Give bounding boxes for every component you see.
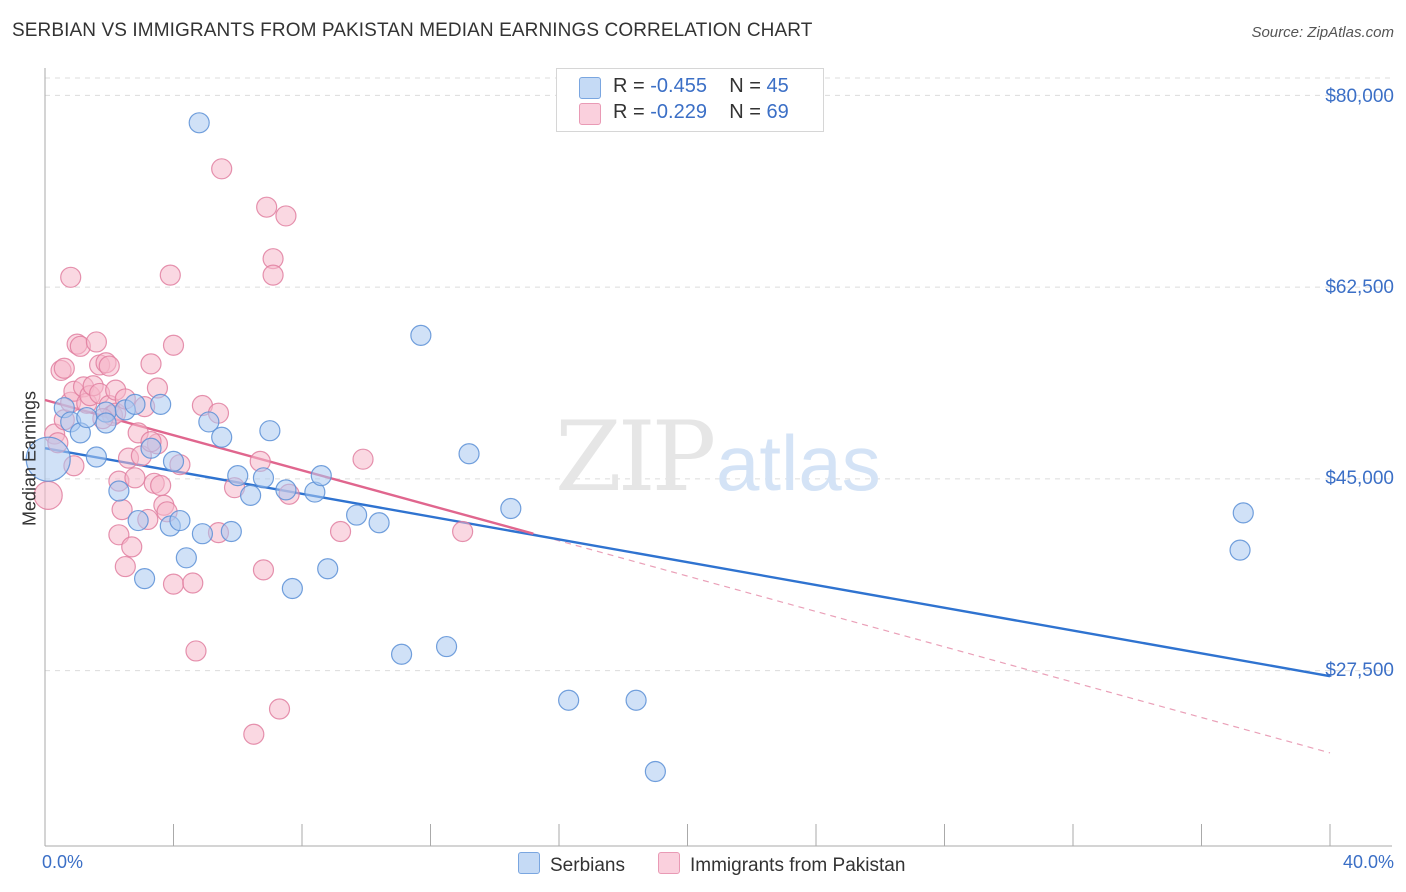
data-point (275, 205, 297, 227)
data-point (127, 509, 149, 532)
legend-n-label: N = (729, 75, 767, 97)
watermark-zip: ZIP (555, 401, 714, 513)
data-point (500, 497, 522, 520)
data-point (140, 353, 162, 375)
data-point (317, 558, 339, 580)
data-point (352, 448, 374, 470)
data-point (558, 689, 580, 711)
legend-n-value: 45 (766, 75, 789, 97)
data-point (124, 393, 146, 416)
data-point (256, 196, 278, 218)
data-point (162, 573, 185, 595)
data-point (310, 465, 332, 487)
data-point (108, 480, 130, 502)
data-point (191, 523, 214, 545)
gridlines (45, 77, 1392, 672)
data-point (211, 158, 233, 180)
bottom-legend-swatch-serbians (518, 852, 540, 874)
data-point (227, 465, 249, 487)
x-tick-label-min: 0.0% (42, 852, 84, 872)
bottom-legend-label-serbians: Serbians (550, 855, 625, 876)
bottom-legend-label-pakistan: Immigrants from Pakistan (690, 855, 906, 876)
data-point (452, 520, 474, 543)
data-point (121, 536, 143, 558)
chart-title: SERBIAN VS IMMIGRANTS FROM PAKISTAN MEDI… (12, 20, 813, 41)
trend-line (44, 398, 534, 535)
correlation-legend: R = -0.455 N = 45 R = -0.229 N = 69 (556, 68, 824, 132)
legend-r-value: -0.229 (650, 101, 707, 123)
data-point (150, 393, 172, 416)
data-point (114, 555, 136, 578)
data-point (25, 436, 71, 482)
data-point (644, 760, 666, 783)
legend-swatch-serbians (579, 77, 601, 99)
watermark-atlas: atlas (716, 419, 881, 507)
data-point (198, 411, 220, 433)
data-point (182, 572, 204, 594)
data-point (162, 450, 185, 472)
data-point (625, 689, 647, 711)
data-point (175, 547, 197, 569)
legend-r-label: R = (613, 75, 651, 97)
data-point (169, 509, 191, 532)
y-tick-label: $62,500 (1325, 277, 1394, 298)
data-point (252, 559, 275, 581)
data-point (329, 520, 352, 543)
data-point (275, 479, 297, 501)
data-point (53, 357, 75, 379)
data-point (458, 443, 480, 465)
y-tick-label: $45,000 (1325, 468, 1394, 489)
data-point (262, 264, 284, 286)
y-tick-label: $80,000 (1325, 86, 1394, 107)
data-point (124, 467, 146, 489)
legend-r-label: R = (613, 101, 651, 123)
data-point (410, 324, 432, 346)
data-point (76, 406, 98, 429)
data-point (1232, 502, 1254, 524)
data-point (281, 577, 303, 600)
data-point (1229, 539, 1251, 561)
source-label: Source: ZipAtlas.com (1251, 24, 1394, 41)
data-point (220, 520, 242, 543)
data-point (252, 467, 275, 489)
data-point (185, 640, 207, 662)
data-point (60, 266, 82, 288)
data-point (240, 484, 262, 506)
y-tick-label: $27,500 (1325, 660, 1394, 681)
legend-swatch-pakistan (579, 103, 601, 125)
data-point (85, 331, 108, 353)
x-tick-label-max: 40.0% (1342, 852, 1394, 872)
legend-n-label: N = (729, 101, 767, 123)
bottom-legend-serbians: Serbians (518, 852, 625, 877)
y-axis-label: Median Earnings (19, 390, 40, 527)
data-point (162, 334, 185, 356)
data-points (25, 112, 1254, 783)
data-point (188, 112, 210, 134)
data-point (435, 635, 458, 658)
data-point (98, 355, 120, 377)
data-point (95, 412, 117, 434)
trend-line-extension (533, 533, 1331, 754)
data-point (268, 698, 291, 720)
data-point (243, 723, 265, 745)
data-point (259, 420, 281, 442)
data-point (159, 264, 181, 286)
legend-n-value: 69 (766, 101, 789, 123)
data-point (211, 426, 233, 448)
watermark: ZIP atlas (555, 401, 881, 513)
bottom-legend-swatch-pakistan (658, 852, 680, 874)
data-point (140, 437, 162, 459)
data-point (150, 474, 172, 497)
data-point (85, 446, 108, 468)
data-point (390, 643, 413, 665)
legend-r-value: -0.455 (650, 75, 707, 97)
data-point (346, 504, 368, 526)
bottom-legend-pakistan: Immigrants from Pakistan (658, 852, 905, 877)
data-point (133, 568, 156, 590)
data-point (368, 512, 390, 534)
